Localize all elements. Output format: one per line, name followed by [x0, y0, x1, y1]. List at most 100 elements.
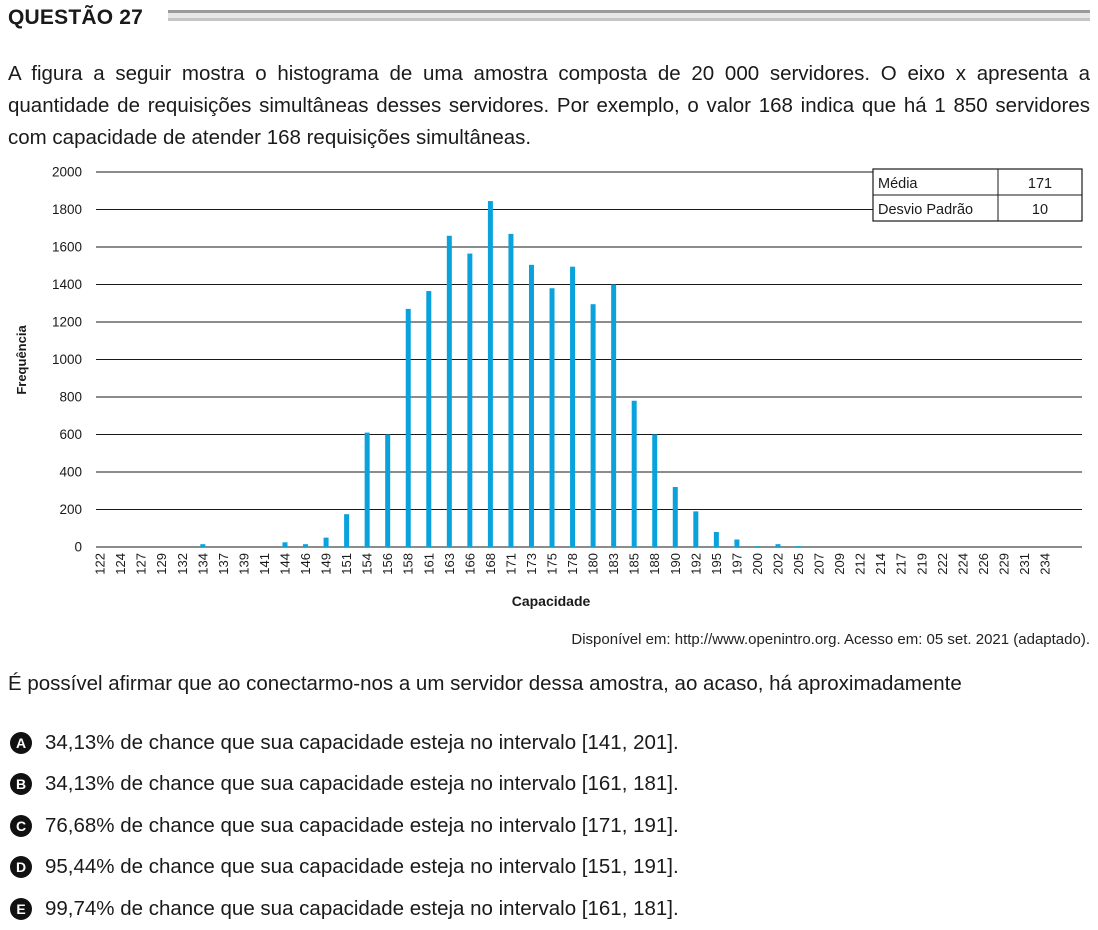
option-letter-badge: A: [10, 731, 32, 754]
bar: [631, 400, 637, 547]
bar: [426, 291, 432, 547]
option-text: 99,74% de chance que sua capacidade este…: [45, 896, 679, 920]
x-axis-label: Capacidade: [512, 593, 591, 609]
x-tick-label: 127: [134, 553, 149, 575]
option-text: 34,13% de chance que sua capacidade este…: [45, 730, 679, 754]
option-text: 76,68% de chance que sua capacidade este…: [45, 813, 679, 837]
option-letter-badge: E: [10, 897, 32, 920]
x-tick-label: 171: [503, 553, 518, 575]
bar: [754, 546, 760, 547]
x-tick-label: 168: [483, 553, 498, 575]
x-tick-label: 190: [668, 553, 683, 575]
option-letter-badge: B: [10, 773, 32, 796]
x-tick-label: 144: [277, 553, 292, 575]
bar: [508, 233, 514, 547]
x-tick-label: 158: [401, 553, 416, 575]
option-d[interactable]: D 95,44% de chance que sua capacidade es…: [10, 847, 679, 889]
stats-table: Média 171 Desvio Padrão 10: [872, 168, 1083, 222]
bar: [282, 542, 288, 547]
x-tick-label: 217: [894, 553, 909, 575]
x-tick-label: 231: [1017, 553, 1032, 575]
bar: [528, 264, 534, 547]
x-tick-label: 180: [586, 553, 601, 575]
question-intro: A figura a seguir mostra o histograma de…: [8, 62, 1090, 149]
bar: [487, 201, 493, 547]
x-tick-label: 146: [298, 553, 313, 575]
source-citation: Disponível em: http://www.openintro.org.…: [571, 631, 1090, 648]
option-e[interactable]: E 99,74% de chance que sua capacidade es…: [10, 888, 679, 930]
option-a[interactable]: A 34,13% de chance que sua capacidade es…: [10, 722, 679, 764]
x-tick-label: 163: [442, 553, 457, 575]
x-tick-label: 154: [360, 553, 375, 575]
y-axis-label: Frequência: [14, 325, 29, 395]
option-text: 95,44% de chance que sua capacidade este…: [45, 855, 679, 879]
x-tick-label: 175: [545, 553, 560, 575]
bar: [652, 434, 658, 547]
x-tick-label: 166: [462, 553, 477, 575]
y-tick-label: 600: [59, 427, 82, 442]
x-tick-label: 209: [832, 553, 847, 575]
option-text: 34,13% de chance que sua capacidade este…: [45, 772, 679, 796]
bar: [693, 511, 699, 547]
x-tick-label: 219: [914, 553, 929, 575]
bar: [303, 544, 309, 547]
question-title: QUESTÃO 27: [8, 6, 144, 29]
bar: [796, 546, 802, 547]
x-tick-label: 173: [524, 553, 539, 575]
x-tick-label: 122: [93, 553, 108, 575]
bar: [364, 432, 370, 547]
grid-lines: [96, 171, 1082, 548]
x-tick-label: 151: [339, 553, 354, 575]
stats-label-sd: Desvio Padrão: [878, 202, 973, 218]
x-tick-label: 222: [935, 553, 950, 575]
y-tick-label: 1000: [52, 352, 82, 367]
bar: [713, 532, 719, 547]
bar: [385, 434, 391, 547]
x-tick-label: 226: [976, 553, 991, 575]
option-b[interactable]: B 34,13% de chance que sua capacidade es…: [10, 764, 679, 806]
bar: [734, 539, 740, 547]
bar: [672, 487, 678, 547]
bars: [200, 201, 802, 547]
x-tick-label: 212: [853, 553, 868, 575]
option-letter-badge: D: [10, 856, 32, 879]
x-tick-label: 197: [729, 553, 744, 575]
bar: [405, 308, 411, 547]
bar: [467, 253, 473, 547]
x-tick-label: 195: [709, 553, 724, 575]
bar: [549, 288, 555, 547]
x-tick-labels: 122 124 127 129 132 134 137 139 141 144 146 149 151 1…: [93, 553, 1053, 575]
x-tick-label: 132: [175, 553, 190, 575]
y-tick-label: 200: [59, 502, 82, 517]
x-tick-label: 149: [319, 553, 334, 575]
x-tick-label: 205: [791, 553, 806, 575]
x-tick-label: 124: [113, 553, 128, 575]
x-tick-label: 183: [606, 553, 621, 575]
bar: [200, 544, 206, 547]
x-tick-label: 134: [195, 553, 210, 575]
option-c[interactable]: C 76,68% de chance que sua capacidade es…: [10, 805, 679, 847]
x-tick-label: 229: [996, 553, 1011, 575]
x-tick-label: 188: [647, 553, 662, 575]
bar: [323, 537, 329, 547]
x-tick-label: 129: [154, 553, 169, 575]
x-tick-label: 207: [812, 553, 827, 575]
y-tick-label: 400: [59, 465, 82, 480]
x-tick-label: 234: [1038, 553, 1053, 575]
x-tick-label: 137: [216, 553, 231, 575]
y-tick-label: 1800: [52, 202, 82, 217]
option-letter-badge: C: [10, 814, 32, 837]
stats-value-mean: 171: [1028, 176, 1052, 192]
x-tick-label: 192: [688, 553, 703, 575]
x-tick-label: 200: [750, 553, 765, 575]
y-tick-label: 800: [59, 390, 82, 405]
x-tick-label: 178: [565, 553, 580, 575]
x-tick-label: 161: [421, 553, 436, 575]
y-tick-label: 0: [74, 540, 82, 555]
x-tick-label: 139: [236, 553, 251, 575]
bar: [446, 235, 452, 547]
x-tick-label: 202: [770, 553, 785, 575]
y-tick-label: 1400: [52, 277, 82, 292]
y-tick-label: 1600: [52, 240, 82, 255]
histogram-chart: 0 200 400 600 800 1000 1200 1400 1600 1800 2000 12…: [14, 165, 1083, 609]
